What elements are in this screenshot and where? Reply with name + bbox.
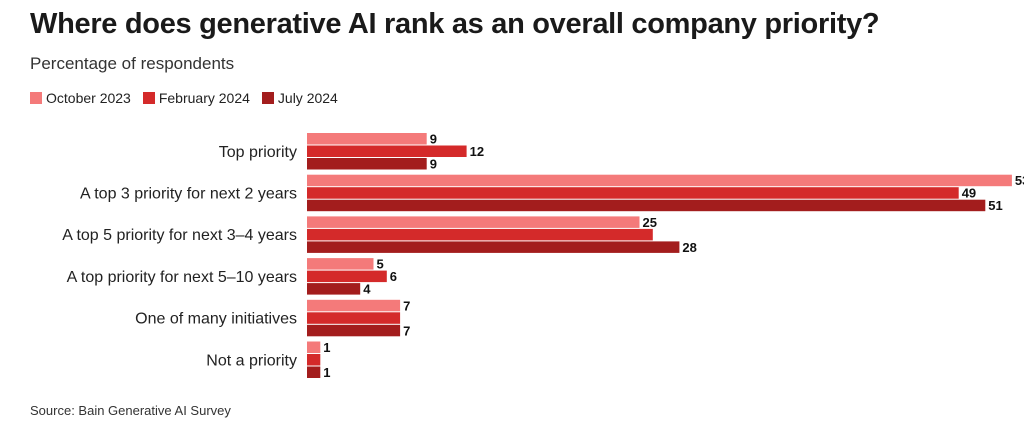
legend-swatch-october-2023 (30, 92, 42, 104)
bar-february-2024-a-top-3-priority-for-next-2-years (307, 187, 959, 199)
bar-october-2023-a-top-priority-for-next-5-10-years (307, 258, 374, 270)
bar-october-2023-not-a-priority (307, 341, 321, 353)
value-label-july-2024-a-top-priority-for-next-5-10-years: 4 (363, 282, 371, 297)
bar-july-2024-not-a-priority (307, 366, 321, 378)
bar-october-2023-top-priority (307, 133, 427, 145)
value-label-july-2024-a-top-3-priority-for-next-2-years: 51 (988, 198, 1002, 213)
bar-july-2024-one-of-many-initiatives (307, 324, 401, 337)
legend-label-october-2023: October 2023 (46, 90, 131, 106)
value-label-october-2023-not-a-priority: 1 (323, 340, 330, 355)
chart-title: Where does generative AI rank as an over… (30, 8, 880, 40)
value-label-october-2023-top-priority: 9 (430, 132, 437, 147)
value-label-february-2024-a-top-priority-for-next-5-10-years: 6 (390, 269, 397, 284)
value-label-february-2024-a-top-3-priority-for-next-2-years: 49 (962, 186, 976, 201)
bar-october-2023-a-top-3-priority-for-next-2-years (307, 174, 1012, 187)
chart-legend: October 2023 February 2024 July 2024 (30, 90, 338, 106)
category-label-a-top-priority-for-next-5-10-years: A top priority for next 5–10 years (67, 269, 297, 286)
category-label-one-of-many-initiatives: One of many initiatives (135, 311, 297, 328)
value-label-july-2024-one-of-many-initiatives: 7 (403, 323, 410, 338)
chart-source: Source: Bain Generative AI Survey (30, 403, 231, 418)
value-label-october-2023-one-of-many-initiatives: 7 (403, 298, 410, 313)
bar-february-2024-a-top-5-priority-for-next-3-4-years (307, 228, 653, 241)
legend-swatch-july-2024 (261, 92, 274, 104)
bar-february-2024-one-of-many-initiatives (307, 312, 401, 324)
chart-subtitle: Percentage of respondents (30, 54, 235, 73)
category-label-a-top-5-priority-for-next-3-4-years: A top 5 priority for next 3–4 years (62, 227, 297, 244)
value-label-february-2024-top-priority: 12 (470, 144, 484, 159)
value-label-july-2024-top-priority: 9 (430, 157, 437, 172)
value-label-october-2023-a-top-3-priority-for-next-2-years: 53 (1015, 173, 1024, 188)
legend-swatch-february-2024 (142, 92, 155, 104)
category-label-top-priority: Top priority (219, 144, 297, 161)
legend-item-october-2023: October 2023 (30, 90, 131, 106)
bar-july-2024-a-top-3-priority-for-next-2-years (307, 199, 986, 212)
bar-july-2024-a-top-5-priority-for-next-3-4-years (307, 241, 680, 253)
bar-february-2024-a-top-priority-for-next-5-10-years (307, 270, 387, 283)
legend-label-february-2024: February 2024 (158, 90, 250, 106)
bar-chart: Top priority 9 12 9 A top 3 priority for nex… (62, 132, 1024, 381)
value-label-october-2023-a-top-priority-for-next-5-10-years: 5 (377, 257, 384, 272)
value-label-july-2024-a-top-5-priority-for-next-3-4-years: 28 (682, 240, 696, 255)
bar-february-2024-not-a-priority (307, 354, 321, 366)
bar-october-2023-one-of-many-initiatives (307, 299, 401, 312)
bar-february-2024-top-priority (307, 145, 467, 157)
legend-item-february-2024: February 2024 (142, 90, 250, 106)
bar-october-2023-a-top-5-priority-for-next-3-4-years (307, 216, 640, 228)
category-label-a-top-3-priority-for-next-2-years: A top 3 priority for next 2 years (80, 185, 297, 202)
category-label-not-a-priority: Not a priority (206, 352, 297, 369)
legend-label-july-2024: July 2024 (277, 90, 338, 106)
value-label-july-2024-not-a-priority: 1 (323, 365, 330, 380)
value-label-october-2023-a-top-5-priority-for-next-3-4-years: 25 (643, 215, 657, 230)
bar-july-2024-a-top-priority-for-next-5-10-years (307, 283, 361, 295)
bar-july-2024-top-priority (307, 158, 427, 170)
legend-item-july-2024: July 2024 (261, 90, 338, 106)
